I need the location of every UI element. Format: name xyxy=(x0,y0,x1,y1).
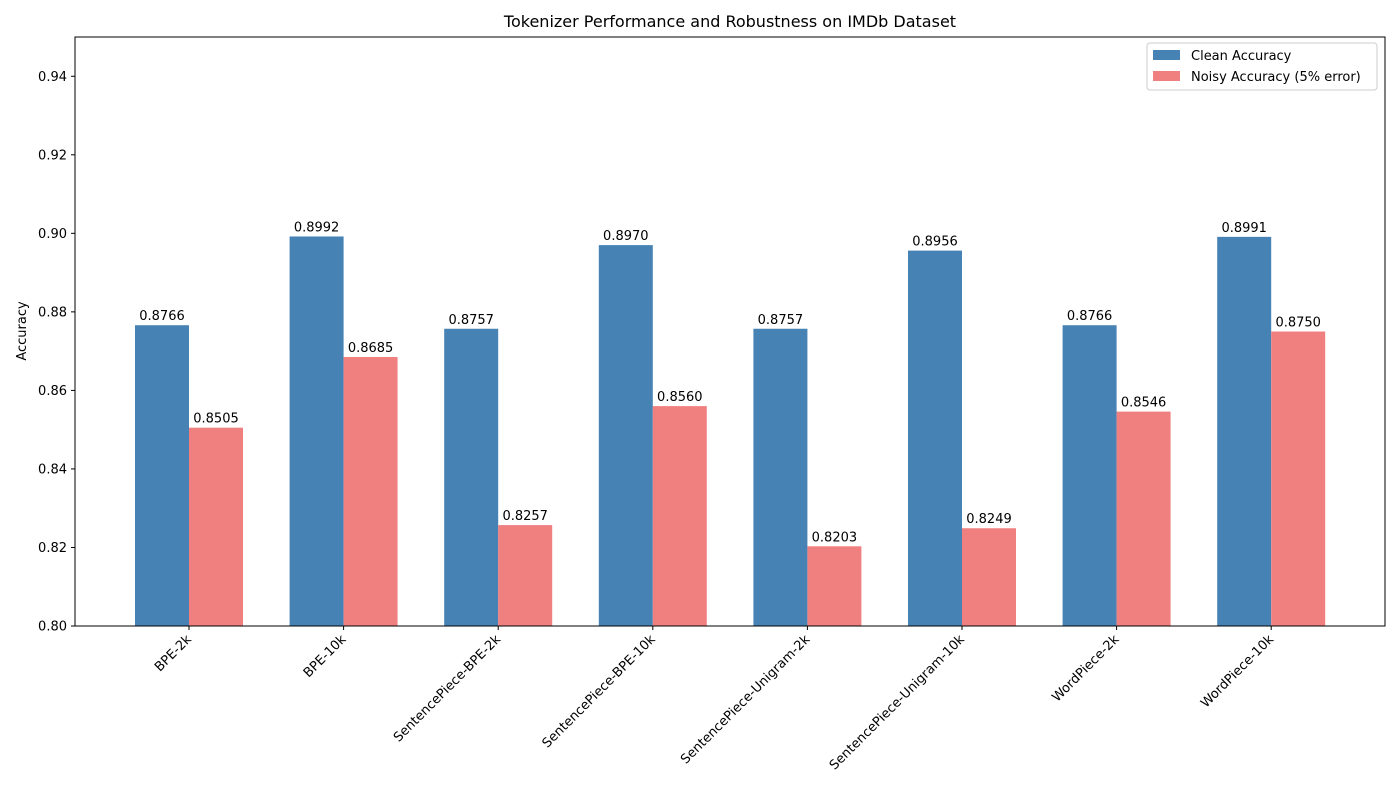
y-tick-label: 0.92 xyxy=(38,148,67,163)
legend-label-noisy: Noisy Accuracy (5% error) xyxy=(1191,70,1361,85)
y-tick-label: 0.82 xyxy=(38,541,67,556)
bar-value-label: 0.8766 xyxy=(139,309,185,324)
bar-noisy-6 xyxy=(1116,411,1171,626)
bar-clean-5 xyxy=(908,250,962,627)
bar-value-label: 0.8956 xyxy=(912,235,958,250)
bar-value-label: 0.8546 xyxy=(1121,396,1167,411)
bar-value-label: 0.8970 xyxy=(603,229,649,244)
chart-title: Tokenizer Performance and Robustness on … xyxy=(503,12,956,31)
y-axis: 0.80 0.82 0.84 0.86 0.88 0.90 0.92 0.94 xyxy=(38,70,75,635)
legend-box xyxy=(1146,42,1378,91)
bar-noisy-7 xyxy=(1271,331,1326,626)
legend-label-clean: Clean Accuracy xyxy=(1191,49,1292,64)
bar-clean-6 xyxy=(1062,325,1117,626)
bar-value-label: 0.8505 xyxy=(193,412,239,427)
bar-clean-0 xyxy=(135,325,189,626)
y-tick-label: 0.88 xyxy=(38,305,67,320)
bar-value-label: 0.8992 xyxy=(294,220,340,235)
bar-noisy-0 xyxy=(189,427,243,626)
y-tick-label: 0.94 xyxy=(38,70,67,85)
y-axis-label: Accuracy xyxy=(15,301,30,361)
bar-noisy-1 xyxy=(343,357,398,626)
legend-swatch-noisy xyxy=(1153,71,1180,81)
bar-value-label: 0.8757 xyxy=(448,313,494,328)
bar-value-label: 0.8766 xyxy=(1067,309,1113,324)
bar-value-label: 0.8257 xyxy=(502,509,548,524)
bar-value-label: 0.8757 xyxy=(758,313,804,328)
bar-noisy-3 xyxy=(652,406,707,626)
bar-value-label: 0.8249 xyxy=(966,512,1012,527)
bar-noisy-2 xyxy=(498,525,553,626)
plot-frame xyxy=(74,36,1386,627)
y-tick-label: 0.80 xyxy=(38,620,67,635)
bar-value-label: 0.8560 xyxy=(657,390,703,405)
bar-value-label: 0.8203 xyxy=(812,530,858,545)
legend-swatch-clean xyxy=(1153,50,1180,60)
y-tick-label: 0.84 xyxy=(38,462,67,477)
bar-clean-3 xyxy=(598,245,653,627)
bar-clean-7 xyxy=(1217,236,1272,626)
bar-value-label: 0.8750 xyxy=(1275,316,1321,331)
bar-noisy-5 xyxy=(962,528,1016,626)
bars-layer: 0.8766 0.8992 0.8757 0.8970 0.8757 0.8956 0.87… xyxy=(135,220,1326,627)
bar-value-label: 0.8685 xyxy=(348,341,394,356)
bar-clean-4 xyxy=(753,328,808,626)
bar-clean-2 xyxy=(444,328,499,626)
legend: Clean Accuracy Noisy Accuracy (5% error) xyxy=(1146,42,1378,91)
y-tick-label: 0.90 xyxy=(38,227,67,242)
bar-noisy-4 xyxy=(807,546,862,626)
bar-value-label: 0.8991 xyxy=(1221,221,1267,236)
y-tick-label: 0.86 xyxy=(38,384,67,399)
bar-clean-1 xyxy=(289,236,344,626)
